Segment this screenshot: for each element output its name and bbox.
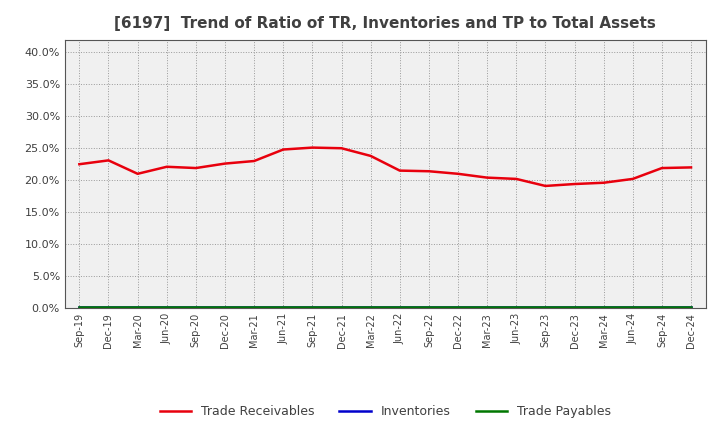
Line: Trade Receivables: Trade Receivables — [79, 147, 691, 186]
Inventories — [104, 304, 113, 309]
Inventories — [250, 304, 258, 309]
Inventories — [192, 304, 200, 309]
Inventories — [425, 304, 433, 309]
Trade Receivables — [657, 165, 666, 171]
Trade Receivables — [512, 176, 521, 182]
Inventories — [454, 304, 462, 309]
Trade Payables — [75, 305, 84, 310]
Trade Payables — [163, 305, 171, 310]
Trade Receivables — [133, 171, 142, 176]
Trade Payables — [425, 305, 433, 310]
Trade Payables — [250, 305, 258, 310]
Inventories — [629, 304, 637, 309]
Trade Receivables — [570, 181, 579, 187]
Trade Receivables — [395, 168, 404, 173]
Trade Payables — [629, 305, 637, 310]
Trade Receivables — [279, 147, 287, 152]
Trade Receivables — [425, 169, 433, 174]
Trade Payables — [337, 305, 346, 310]
Trade Receivables — [454, 171, 462, 176]
Trade Receivables — [163, 164, 171, 169]
Trade Receivables — [250, 158, 258, 164]
Trade Receivables — [104, 158, 113, 163]
Inventories — [75, 304, 84, 309]
Trade Payables — [192, 305, 200, 310]
Trade Payables — [366, 305, 375, 310]
Inventories — [279, 304, 287, 309]
Inventories — [657, 304, 666, 309]
Title: [6197]  Trend of Ratio of TR, Inventories and TP to Total Assets: [6197] Trend of Ratio of TR, Inventories… — [114, 16, 656, 32]
Inventories — [483, 304, 492, 309]
Inventories — [512, 304, 521, 309]
Trade Payables — [599, 305, 608, 310]
Trade Receivables — [599, 180, 608, 185]
Trade Payables — [308, 305, 317, 310]
Inventories — [220, 304, 229, 309]
Inventories — [599, 304, 608, 309]
Trade Payables — [454, 305, 462, 310]
Inventories — [366, 304, 375, 309]
Trade Receivables — [687, 165, 696, 170]
Trade Payables — [279, 305, 287, 310]
Trade Receivables — [541, 183, 550, 189]
Inventories — [570, 304, 579, 309]
Trade Payables — [541, 305, 550, 310]
Trade Receivables — [629, 176, 637, 182]
Trade Receivables — [308, 145, 317, 150]
Trade Receivables — [366, 153, 375, 158]
Trade Payables — [220, 305, 229, 310]
Inventories — [687, 304, 696, 309]
Inventories — [395, 304, 404, 309]
Inventories — [541, 304, 550, 309]
Trade Payables — [512, 305, 521, 310]
Inventories — [133, 304, 142, 309]
Trade Payables — [483, 305, 492, 310]
Inventories — [308, 304, 317, 309]
Trade Receivables — [192, 165, 200, 171]
Trade Payables — [687, 305, 696, 310]
Trade Payables — [104, 305, 113, 310]
Trade Receivables — [75, 161, 84, 167]
Trade Receivables — [483, 175, 492, 180]
Inventories — [163, 304, 171, 309]
Trade Payables — [133, 305, 142, 310]
Trade Payables — [657, 305, 666, 310]
Inventories — [337, 304, 346, 309]
Legend: Trade Receivables, Inventories, Trade Payables: Trade Receivables, Inventories, Trade Pa… — [155, 400, 616, 423]
Trade Payables — [570, 305, 579, 310]
Trade Receivables — [337, 146, 346, 151]
Trade Payables — [395, 305, 404, 310]
Trade Receivables — [220, 161, 229, 166]
